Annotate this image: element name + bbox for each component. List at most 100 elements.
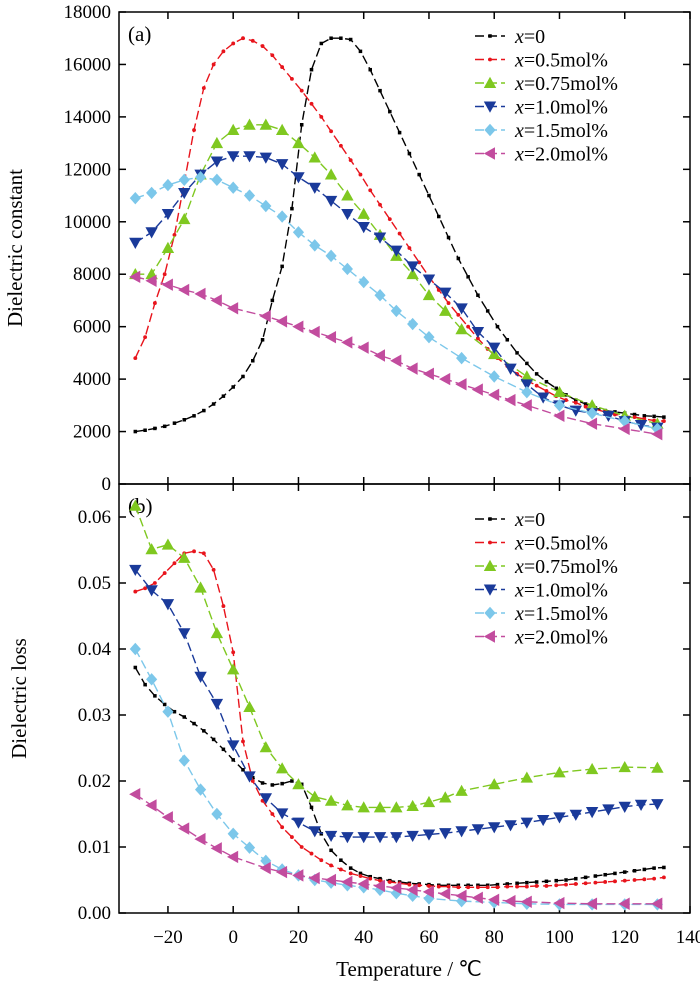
data-point xyxy=(406,261,419,273)
data-point xyxy=(211,402,216,406)
data-point xyxy=(162,571,167,576)
data-point xyxy=(194,671,207,683)
data-point xyxy=(390,801,403,813)
data-point xyxy=(495,324,500,329)
data-point xyxy=(339,36,343,40)
data-point xyxy=(146,673,158,686)
data-point xyxy=(178,187,191,200)
data-point xyxy=(564,878,568,882)
data-point xyxy=(661,419,666,423)
data-point xyxy=(651,761,664,773)
legend-marker xyxy=(483,76,497,88)
data-point xyxy=(309,67,314,72)
data-point xyxy=(632,412,637,417)
x-tick-label: 0 xyxy=(228,927,238,948)
data-point xyxy=(251,358,255,363)
data-point xyxy=(358,172,363,177)
data-point xyxy=(319,832,324,836)
data-point xyxy=(270,53,275,58)
data-point xyxy=(585,807,599,819)
data-point xyxy=(143,428,147,433)
data-point xyxy=(358,49,363,54)
data-point xyxy=(439,828,452,840)
data-point xyxy=(201,86,206,90)
data-point xyxy=(161,599,175,611)
data-point xyxy=(357,222,370,234)
data-point xyxy=(292,320,304,333)
data-point xyxy=(439,304,452,316)
data-point xyxy=(397,130,402,135)
data-point xyxy=(221,49,226,54)
data-point xyxy=(634,799,648,811)
data-point xyxy=(488,342,501,354)
data-point xyxy=(129,237,142,249)
data-point xyxy=(455,889,467,903)
data-point xyxy=(536,814,550,827)
data-point xyxy=(243,841,256,854)
data-point xyxy=(456,885,461,890)
data-point xyxy=(553,766,566,778)
x-tick-label: 120 xyxy=(610,927,639,948)
data-point xyxy=(290,206,294,211)
data-point xyxy=(162,705,174,718)
data-point xyxy=(227,740,240,752)
data-point xyxy=(292,778,305,790)
data-point xyxy=(143,586,148,591)
legend-label: x=0 xyxy=(514,509,545,531)
y-tick-label: 0 xyxy=(102,474,112,495)
data-point xyxy=(406,883,418,897)
data-point xyxy=(373,879,385,893)
data-point xyxy=(182,417,187,422)
x-tick-label: 40 xyxy=(354,927,373,948)
data-point xyxy=(406,362,418,375)
data-point xyxy=(250,779,255,783)
data-point xyxy=(554,883,559,888)
data-point xyxy=(407,317,419,331)
legend-label: x=1.0mol% xyxy=(514,97,608,119)
data-point xyxy=(308,790,321,802)
data-point xyxy=(622,878,627,883)
y-axis-title: Dielectric loss xyxy=(7,638,31,759)
data-point xyxy=(341,799,354,811)
data-point xyxy=(241,768,245,772)
data-point xyxy=(172,709,177,714)
data-point xyxy=(573,400,578,405)
y-tick-label: 0.01 xyxy=(78,837,111,858)
data-point xyxy=(466,324,471,329)
data-point xyxy=(618,897,630,910)
data-point xyxy=(162,272,167,277)
data-point xyxy=(152,581,157,585)
legend-label: x=2.0mol% xyxy=(514,627,608,649)
data-point xyxy=(329,848,333,853)
data-point xyxy=(227,663,240,675)
data-point xyxy=(280,825,285,830)
data-point xyxy=(259,309,271,323)
data-point xyxy=(456,351,468,365)
data-point xyxy=(374,289,386,302)
data-point xyxy=(378,88,382,93)
data-point xyxy=(292,172,305,184)
data-point xyxy=(357,341,369,354)
legend-marker xyxy=(488,540,492,545)
data-point xyxy=(145,227,158,239)
y-tick-label: 0.02 xyxy=(78,771,111,792)
data-point xyxy=(324,330,337,344)
legend-label: x=1.0mol% xyxy=(514,580,608,602)
data-point xyxy=(324,195,338,207)
data-point xyxy=(210,156,224,168)
data-point xyxy=(341,832,354,844)
data-point xyxy=(439,372,451,386)
data-point xyxy=(241,739,245,744)
data-point xyxy=(341,189,354,201)
y-tick-label: 0.04 xyxy=(78,639,112,660)
data-point xyxy=(504,820,517,832)
data-point xyxy=(488,893,500,906)
data-point xyxy=(243,771,256,783)
legend-label: x=0 xyxy=(514,26,545,48)
series-5 xyxy=(129,171,663,436)
data-point xyxy=(387,880,392,884)
y-tick-label: 4000 xyxy=(73,369,111,390)
legend-marker xyxy=(483,559,497,571)
data-point xyxy=(475,336,480,341)
data-point xyxy=(602,804,615,816)
